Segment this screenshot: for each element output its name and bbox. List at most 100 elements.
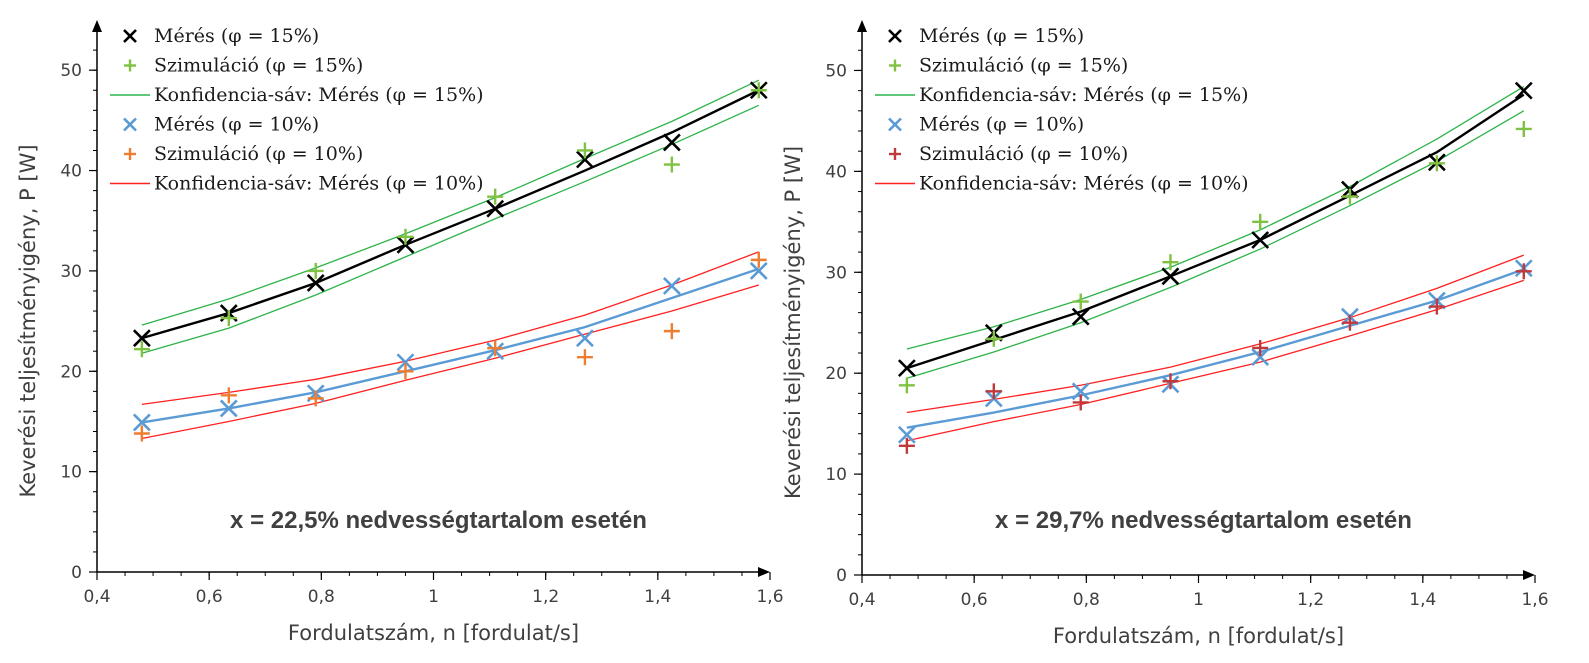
- legend-swatch: [124, 148, 136, 160]
- chart-panel-1: 0,4 0,6 0,8 1 1,2 1,4 1,6 0 10 20 30 40 50 Fordulatsz…: [16, 20, 784, 645]
- y-tick-label: 50: [825, 61, 847, 81]
- legend-entry: Konfidencia-sáv: Mérés (φ = 10%): [919, 173, 1249, 195]
- data-point: [1515, 120, 1532, 137]
- x-tick-label: 0,6: [196, 587, 223, 607]
- data-point: [662, 133, 681, 152]
- y-tick-label: 30: [825, 263, 847, 283]
- legend-entry: Konfidencia-sáv: Mérés (φ = 15%): [919, 84, 1249, 106]
- x-tick-label: 1,6: [756, 587, 783, 607]
- data-point: [576, 329, 594, 348]
- data-point: [396, 353, 415, 372]
- legend: Mérés (φ = 15%) Szimuláció (φ = 15%) Konfi…: [110, 25, 484, 195]
- legend-swatch: [888, 117, 902, 132]
- data-point: [576, 150, 594, 169]
- data-point: [133, 341, 150, 358]
- data-point: [1162, 373, 1179, 390]
- x-tick-label: 0,4: [83, 587, 110, 607]
- x-tick-label: 0,8: [1073, 590, 1100, 610]
- data-point: [220, 310, 237, 327]
- data-point: [133, 425, 150, 442]
- x-tick-label: 1,6: [1521, 590, 1548, 610]
- data-point: [1252, 339, 1269, 356]
- chart-panel-2: 0,4 0,6 0,8 1 1,2 1,4 1,6 0 10 20 30 40 50 Fordulatsz…: [781, 20, 1549, 648]
- data-point: [397, 363, 414, 380]
- data-point: [663, 156, 680, 173]
- y-tick-label: 40: [60, 162, 82, 182]
- data-point: [1251, 348, 1270, 366]
- y-tick-label: 10: [60, 463, 82, 483]
- data-point: [576, 142, 593, 159]
- legend-swatch: [889, 148, 901, 160]
- data-point: [307, 390, 324, 407]
- data-point: [985, 330, 1002, 347]
- legend-entry: Konfidencia-sáv: Mérés (φ = 10%): [154, 173, 484, 195]
- data-point: [663, 323, 680, 340]
- data-point: [486, 199, 505, 218]
- data-point: [1428, 155, 1445, 172]
- fit-line: [906, 268, 1525, 429]
- data-point: [1161, 267, 1180, 286]
- x-axis-label: Fordulatszám, n [fordulat/s]: [1053, 624, 1344, 648]
- data-point: [897, 359, 916, 378]
- data-point: [307, 262, 324, 279]
- data-point: [1072, 293, 1089, 310]
- legend-entry: Mérés (φ = 15%): [919, 25, 1084, 47]
- legend-swatch: [124, 59, 136, 72]
- y-tick-label: 20: [60, 362, 82, 382]
- confidence-band-lower: [906, 110, 1525, 379]
- data-point: [132, 413, 151, 432]
- data-point: [1341, 188, 1358, 205]
- x-axis-arrow: [758, 567, 770, 577]
- confidence-band-upper: [141, 79, 760, 326]
- data-point: [1252, 213, 1269, 230]
- fit-line: [141, 267, 760, 424]
- confidence-band-upper: [906, 254, 1525, 414]
- data-point: [487, 340, 504, 357]
- data-point: [1428, 298, 1445, 315]
- legend-entry: Szimuláció (φ = 10%): [919, 143, 1128, 165]
- legend-swatch: [123, 117, 137, 132]
- legend-entry: Mérés (φ = 10%): [919, 114, 1084, 136]
- y-axis-arrow: [92, 20, 102, 32]
- y-tick-label: 40: [825, 162, 847, 182]
- confidence-band-lower: [141, 284, 759, 440]
- x-tick-label: 1,2: [1297, 590, 1324, 610]
- y-tick-label: 30: [60, 262, 82, 282]
- legend-entry: Szimuláció (φ = 10%): [154, 143, 363, 165]
- legend-swatch: [888, 29, 902, 43]
- data-point: [1071, 382, 1090, 401]
- legend-entry: Mérés (φ = 10%): [154, 114, 319, 136]
- y-tick-label: 0: [71, 563, 82, 583]
- legend-entry: Mérés (φ = 15%): [154, 25, 319, 47]
- data-point: [1515, 263, 1532, 280]
- data-point: [750, 251, 767, 268]
- data-point: [749, 261, 768, 280]
- x-tick-label: 1: [428, 587, 439, 607]
- x-tick-label: 1,4: [1409, 590, 1436, 610]
- legend-entry: Konfidencia-sáv: Mérés (φ = 15%): [154, 84, 484, 106]
- y-tick-label: 20: [825, 364, 847, 384]
- data-point: [1071, 307, 1090, 326]
- x-tick-label: 0,4: [848, 590, 875, 610]
- legend-swatch: [889, 59, 901, 72]
- legend-entry: Szimuláció (φ = 15%): [919, 55, 1128, 77]
- moisture-annotation: x = 22,5% nedvességtartalom esetén: [230, 507, 647, 534]
- x-axis-label: Fordulatszám, n [fordulat/s]: [288, 621, 579, 645]
- y-tick-label: 50: [60, 61, 82, 81]
- data-point: [1514, 81, 1533, 100]
- x-tick-label: 1: [1193, 590, 1204, 610]
- confidence-band-upper: [141, 251, 760, 406]
- data-point: [1162, 254, 1179, 271]
- data-point: [576, 349, 593, 366]
- confidence-band-lower: [141, 104, 760, 354]
- data-point: [220, 387, 237, 404]
- data-point: [306, 274, 325, 292]
- y-axis-arrow: [857, 20, 867, 32]
- x-axis-arrow: [1523, 570, 1535, 580]
- x-tick-label: 0,8: [308, 587, 335, 607]
- fit-line: [906, 93, 1525, 370]
- data-point: [898, 377, 915, 394]
- data-point: [396, 235, 415, 254]
- legend: Mérés (φ = 15%) Szimuláció (φ = 15%) Konfi…: [875, 25, 1249, 195]
